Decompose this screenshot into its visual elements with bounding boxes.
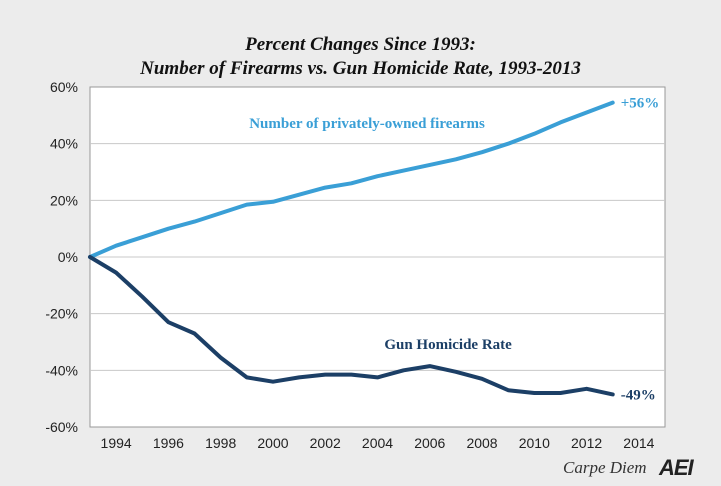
x-tick-label: 1994 [101, 435, 132, 451]
chart-title: Percent Changes Since 1993: [245, 34, 476, 55]
aei-logo: AEI [659, 455, 694, 480]
x-tick-label: 2008 [466, 435, 497, 451]
y-tick-label: 0% [58, 249, 78, 265]
x-tick-label: 1996 [153, 435, 184, 451]
series-line [88, 255, 615, 397]
series-name-label: Number of privately-owned firearms [249, 116, 485, 132]
x-tick-label: 2004 [362, 435, 393, 451]
source-credit: Carpe Diem [563, 458, 647, 477]
x-tick-label: 2010 [519, 435, 550, 451]
series-line [88, 100, 615, 259]
series-end-label: -49% [621, 387, 656, 403]
y-tick-label: -60% [45, 419, 78, 435]
x-tick-label: 2000 [257, 435, 288, 451]
series-name-label: Gun Homicide Rate [384, 337, 512, 353]
x-tick-label: 2012 [571, 435, 602, 451]
x-tick-label: 2002 [310, 435, 341, 451]
y-tick-label: -40% [45, 362, 78, 378]
series-end-label: +56% [621, 96, 660, 112]
chart-subtitle: Number of Firearms vs. Gun Homicide Rate… [140, 58, 581, 79]
y-tick-label: 60% [50, 79, 78, 95]
y-tick-label: -20% [45, 306, 78, 322]
x-tick-label: 1998 [205, 435, 236, 451]
y-tick-label: 20% [50, 192, 78, 208]
x-tick-label: 2014 [623, 435, 654, 451]
y-tick-label: 40% [50, 136, 78, 152]
x-tick-label: 2006 [414, 435, 445, 451]
